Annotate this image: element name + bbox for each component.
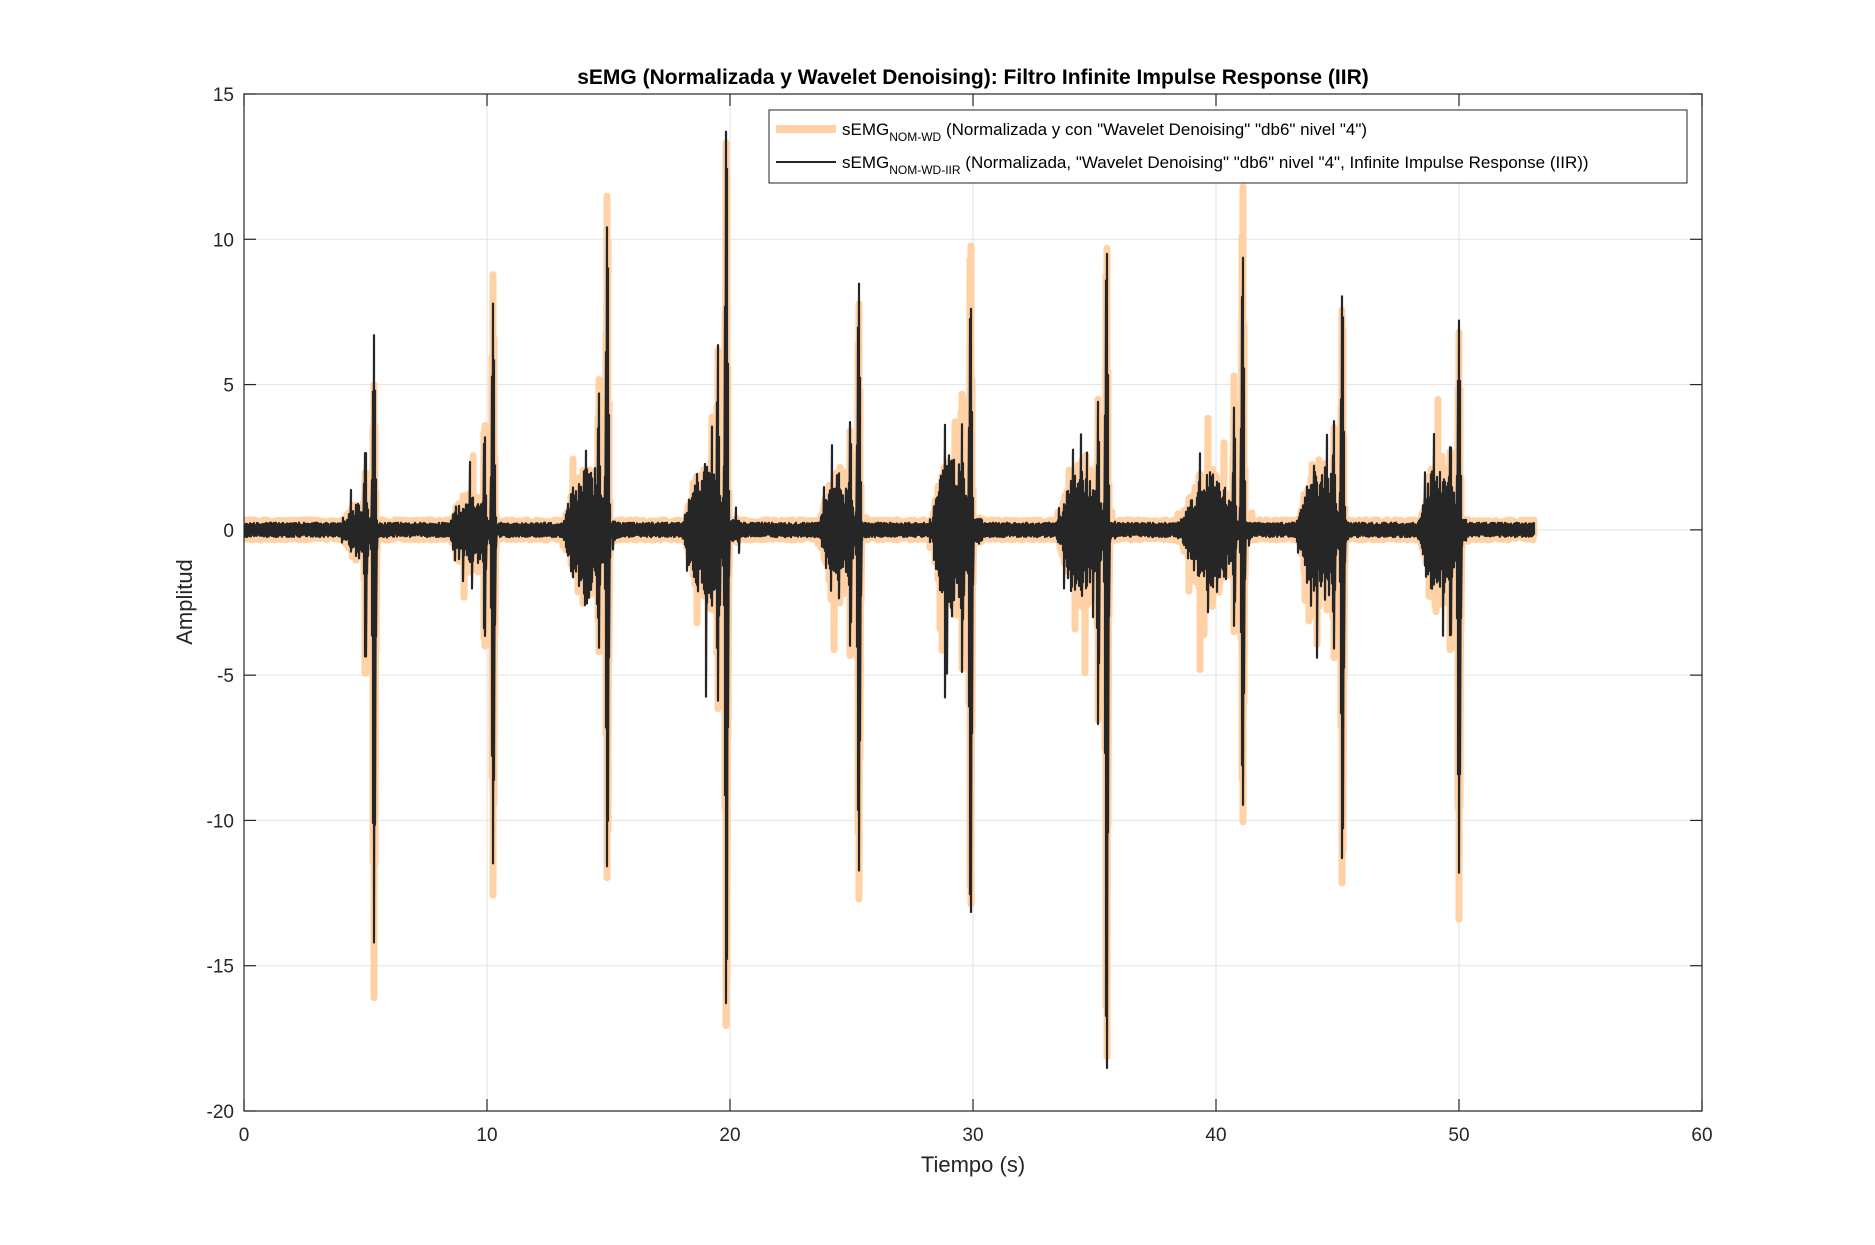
y-tick-label: 5 bbox=[223, 376, 234, 397]
x-tick-label: 50 bbox=[1448, 1125, 1469, 1146]
legend-entry-wd: sEMGNOM-WD (Normalizada y con "Wavelet D… bbox=[842, 120, 1367, 144]
x-axis-label: Tiempo (s) bbox=[921, 1152, 1025, 1177]
y-tick-label: 10 bbox=[213, 230, 234, 251]
legend: sEMGNOM-WD (Normalizada y con "Wavelet D… bbox=[768, 109, 1688, 184]
legend-entry-wd-rest: (Normalizada y con "Wavelet Denoising" "… bbox=[941, 120, 1367, 139]
y-axis-label: Amplitud bbox=[172, 559, 197, 645]
x-tick-label: 30 bbox=[962, 1125, 983, 1146]
x-tick-label: 10 bbox=[476, 1125, 497, 1146]
legend-entry-iir: sEMGNOM-WD-IIR (Normalizada, "Wavelet De… bbox=[842, 153, 1589, 177]
x-tick-labels: 0 10 20 30 40 50 60 bbox=[239, 1125, 1713, 1146]
legend-entry-wd-main: sEMG bbox=[842, 120, 889, 139]
series-line-iir bbox=[244, 130, 1536, 1069]
x-tick-label: 40 bbox=[1205, 1125, 1226, 1146]
legend-entry-wd-sub: NOM-WD bbox=[889, 130, 941, 144]
x-tick-label: 60 bbox=[1691, 1125, 1712, 1146]
legend-box bbox=[768, 109, 1688, 184]
series-layer bbox=[244, 130, 1538, 1069]
chart-title: sEMG (Normalizada y Wavelet Denoising): … bbox=[577, 66, 1369, 89]
x-tick-label: 0 bbox=[239, 1125, 250, 1146]
y-tick-label: 15 bbox=[213, 85, 234, 106]
legend-entry-iir-main: sEMG bbox=[842, 153, 889, 172]
y-tick-labels: -20 -15 -10 -5 0 5 10 15 bbox=[207, 85, 234, 1123]
y-tick-label: -20 bbox=[207, 1102, 234, 1123]
y-tick-label: -10 bbox=[207, 811, 234, 832]
y-tick-label: 0 bbox=[223, 521, 234, 542]
x-tick-label: 20 bbox=[719, 1125, 740, 1146]
y-tick-label: -15 bbox=[207, 957, 234, 978]
legend-entry-iir-rest: (Normalizada, "Wavelet Denoising" "db6" … bbox=[961, 153, 1589, 172]
legend-entry-iir-sub: NOM-WD-IIR bbox=[889, 163, 961, 177]
axis-ticks bbox=[243, 93, 1703, 1112]
y-tick-label: -5 bbox=[217, 666, 234, 687]
